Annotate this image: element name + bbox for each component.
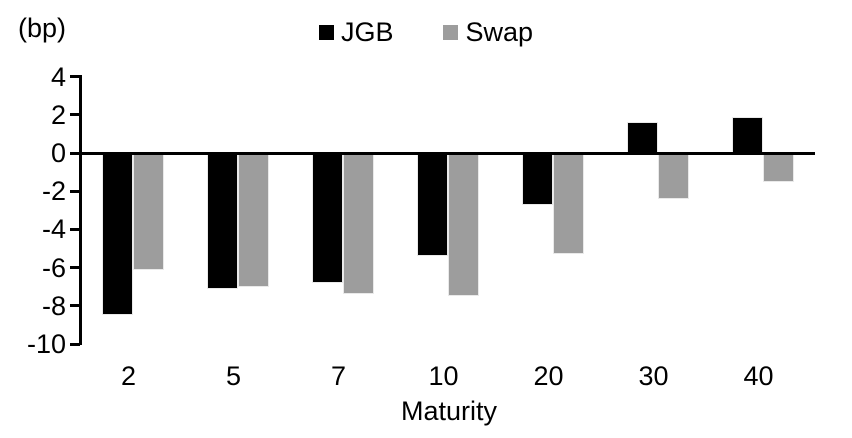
legend-swatch-jgb (318, 25, 334, 40)
y-axis-unit-label: (bp) (18, 13, 67, 43)
y-tick-label: 4 (50, 61, 66, 92)
bar-swap-30 (657, 153, 689, 199)
y-tick-label: -10 (26, 329, 66, 359)
y-tick-mark (70, 266, 80, 270)
bar-jgb-20 (521, 153, 553, 205)
y-tick-mark (70, 113, 80, 117)
bar-jgb-30 (626, 122, 658, 153)
y-tick-label: -8 (41, 290, 66, 321)
x-tick-label: 5 (225, 361, 242, 391)
legend-item-swap: Swap (443, 17, 533, 48)
legend-label-swap: Swap (465, 17, 534, 47)
legend-label-jgb: JGB (340, 17, 394, 47)
x-tick-label: 40 (743, 361, 774, 391)
bar-jgb-7 (311, 153, 343, 283)
y-tick-label: -2 (41, 176, 66, 207)
bar-swap-40 (762, 153, 794, 182)
x-tick-label: 10 (428, 361, 459, 391)
bar-jgb-40 (731, 116, 763, 153)
y-tick-label: 0 (50, 138, 66, 168)
x-axis-zero-line (80, 151, 815, 155)
x-axis-title: Maturity (400, 396, 498, 426)
bar-swap-10 (447, 153, 479, 297)
y-tick-label: -4 (41, 214, 66, 245)
y-tick-label: -6 (41, 252, 66, 283)
y-tick-mark (70, 75, 80, 79)
bar-swap-2 (132, 153, 164, 270)
y-tick-mark (70, 189, 80, 193)
y-tick-label: 2 (50, 99, 66, 130)
legend-swatch-swap (443, 25, 459, 40)
x-tick-label: 2 (120, 361, 137, 391)
bar-jgb-2 (101, 153, 133, 316)
legend: JGB Swap (0, 17, 852, 48)
y-tick-mark (70, 342, 80, 346)
bar-swap-20 (552, 153, 584, 255)
y-tick-mark (70, 151, 80, 155)
x-tick-label: 30 (638, 361, 669, 391)
bar-swap-5 (237, 153, 269, 287)
y-axis-line (78, 75, 82, 346)
x-tick-label: 20 (533, 361, 564, 391)
bar-swap-7 (342, 153, 374, 295)
legend-item-jgb: JGB (318, 17, 394, 48)
bar-jgb-5 (206, 153, 238, 289)
y-tick-mark (70, 227, 80, 231)
x-tick-label: 7 (330, 361, 347, 391)
bar-jgb-10 (416, 153, 448, 257)
y-tick-mark (70, 304, 80, 308)
